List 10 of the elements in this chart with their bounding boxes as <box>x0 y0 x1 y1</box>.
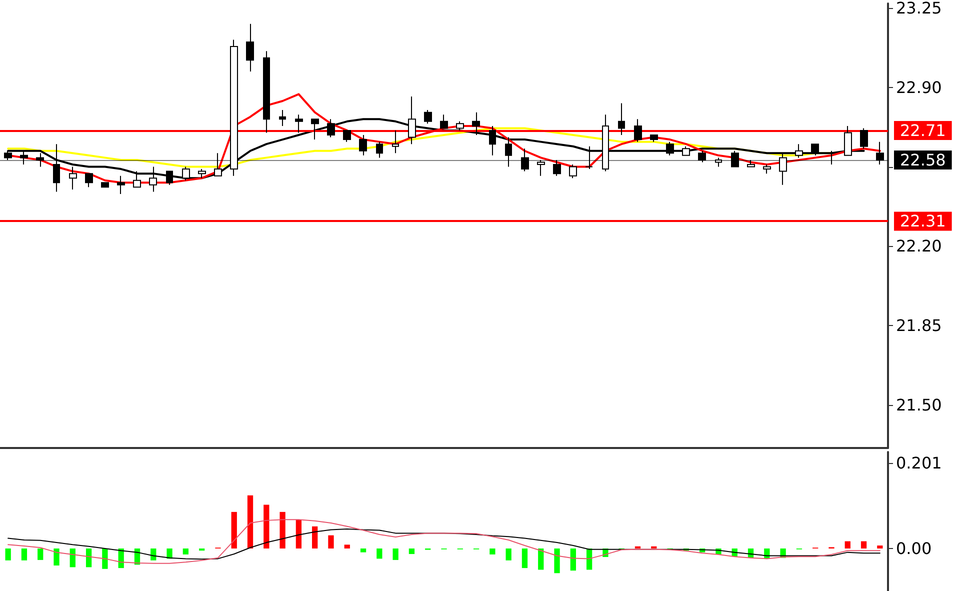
y-tick-label: 0.201 <box>896 454 942 473</box>
ref-line-label: 22.71 <box>900 120 946 140</box>
ref-line-label: 22.58 <box>900 150 946 170</box>
y-tick-label: 22.90 <box>896 78 942 97</box>
y-tick-label: 23.25 <box>896 0 942 18</box>
y-tick-label: 22.20 <box>896 236 942 256</box>
y-tick-label: 21.85 <box>896 316 942 336</box>
ref-line-label: 22.31 <box>900 212 946 231</box>
y-tick-label: 0.00 <box>896 538 932 558</box>
y-tick-label: 21.50 <box>896 395 942 414</box>
